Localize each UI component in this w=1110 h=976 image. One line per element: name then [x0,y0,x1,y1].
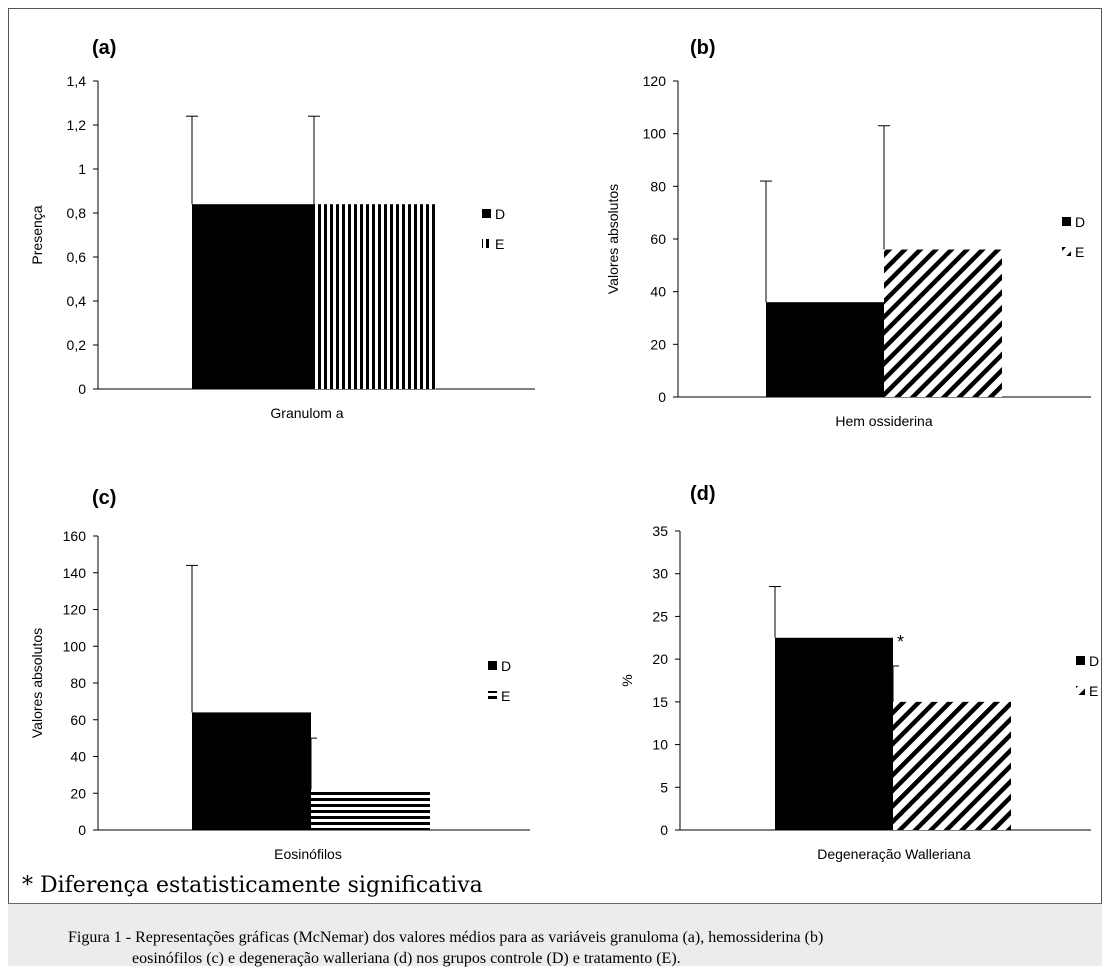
chart-d-panel-label: (d) [690,483,716,505]
chart-a-y-tick-label: 1 [78,161,86,177]
chart-a-bar-D [192,204,314,389]
chart-d-legend-swatch-E [1076,686,1085,695]
chart-d-y-tick-label: 0 [660,822,668,838]
chart-d-legend-swatch-D [1076,656,1085,665]
chart-c-y-tick-label: 20 [70,785,86,801]
chart-b-y-axis-label: Valores absolutos [605,184,621,294]
chart-c-y-tick-label: 100 [63,638,87,654]
chart-b-y-tick-label: 20 [650,336,666,352]
chart-b-bar-E [884,249,1002,397]
chart-a-y-tick-label: 0 [78,381,86,397]
chart-c-y-tick-label: 60 [70,712,86,728]
chart-c-legend-label-D: D [501,658,511,674]
significance-footnote: * Diferença estatisticamente significati… [22,873,483,898]
caption-label: Figura 1 - [68,929,136,946]
chart-a-x-category-label: Granulom a [270,405,343,421]
chart-a-legend-swatch-D [482,209,491,218]
chart-c-panel-label: (c) [92,487,116,509]
chart-d-y-tick-label: 5 [660,779,668,795]
chart-d-bar-E [893,701,1011,830]
caption-line-2: eosinófilos (c) e degeneração walleriana… [132,950,681,967]
chart-d-x-category-label: Degeneração Walleriana [817,846,971,862]
chart-a-y-tick-label: 0,6 [67,249,87,265]
chart-d-legend-label-E: E [1089,683,1098,699]
chart-b-y-tick-label: 100 [643,126,667,142]
chart-a-y-tick-label: 0,2 [67,337,87,353]
chart-a-y-axis-label: Presença [29,205,45,264]
chart-c-bar-E [311,789,430,830]
caption-line-1: Representações gráficas (McNemar) dos va… [135,929,824,946]
chart-c-legend-swatch-E [488,691,497,700]
chart-b-legend-swatch-D [1062,217,1071,226]
chart-d-y-tick-label: 30 [652,566,668,582]
chart-c-y-tick-label: 140 [63,565,87,581]
chart-c-y-tick-label: 40 [70,749,86,765]
figure-caption: Figura 1 - Representações gráficas (McNe… [68,927,1098,969]
chart-a-legend-swatch-E [482,239,491,248]
chart-b-legend-label-D: D [1075,214,1085,230]
chart-d-y-tick-label: 20 [652,651,668,667]
chart-d-y-tick-label: 25 [652,608,668,624]
chart-b-y-tick-label: 80 [650,178,666,194]
chart-b-x-category-label: Hem ossiderina [835,413,932,429]
chart-a-bar-E [314,204,436,389]
chart-a-y-tick-label: 0,4 [67,293,87,309]
chart-d-y-tick-label: 15 [652,694,668,710]
chart-c-y-tick-label: 160 [63,528,87,544]
chart-a-legend-label-D: D [495,206,505,222]
chart-d-y-tick-label: 10 [652,737,668,753]
chart-b-bar-D [766,302,884,397]
chart-c-legend-swatch-D [488,661,497,670]
chart-d-legend-label-D: D [1089,653,1099,669]
chart-b-y-tick-label: 0 [658,389,666,405]
chart-d-bar-D [775,637,893,830]
chart-b-legend-label-E: E [1075,244,1084,260]
chart-c-bar-D [192,712,311,830]
chart-c-y-axis-label: Valores absolutos [29,628,45,738]
chart-b-y-tick-label: 40 [650,284,666,300]
chart-a-legend-label-E: E [495,236,504,252]
chart-d-y-tick-label: 35 [652,523,668,539]
chart-b-y-tick-label: 60 [650,231,666,247]
chart-c-y-tick-label: 0 [78,822,86,838]
chart-c-x-category-label: Eosinófilos [274,846,342,862]
caption-background [8,903,1102,966]
chart-b-legend-swatch-E [1062,247,1071,256]
chart-d-significance-star: * [897,632,904,652]
chart-b-y-tick-label: 120 [643,73,667,89]
chart-a-y-tick-label: 0,8 [67,205,87,221]
chart-a-y-tick-label: 1,2 [67,117,87,133]
chart-c-legend-label-E: E [501,688,510,704]
chart-c-y-tick-label: 80 [70,675,86,691]
chart-a-panel-label: (a) [92,37,116,59]
chart-d-y-axis-label: % [619,674,635,686]
chart-a-y-tick-label: 1,4 [67,73,87,89]
chart-c-y-tick-label: 120 [63,602,87,618]
chart-b-panel-label: (b) [690,37,716,59]
